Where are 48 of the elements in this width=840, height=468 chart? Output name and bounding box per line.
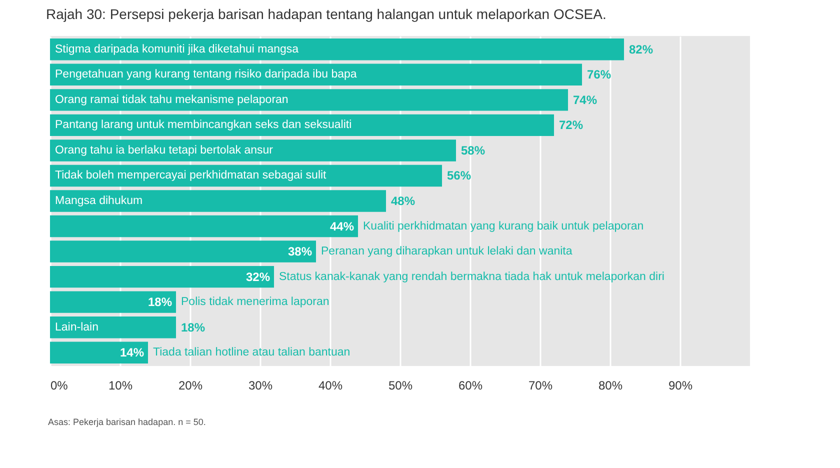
bar bbox=[50, 291, 176, 313]
y-tick-label: Status kanak-kanak yang rendah bermakna tiada hak untuk melaporkan diri bbox=[279, 270, 664, 283]
bar bbox=[50, 140, 456, 162]
x-tick-label: 70% bbox=[528, 378, 553, 392]
data-label: 58% bbox=[461, 143, 486, 158]
data-label: 56% bbox=[447, 168, 472, 183]
x-tick-label: 30% bbox=[248, 378, 273, 392]
x-tick-label: 50% bbox=[388, 378, 413, 392]
x-tick-label: 90% bbox=[668, 378, 693, 392]
x-tick-label: 60% bbox=[458, 378, 483, 392]
bar bbox=[50, 266, 274, 288]
y-tick-label: Lain-lain bbox=[55, 321, 98, 334]
bar bbox=[50, 215, 358, 238]
x-tick-label: 10% bbox=[108, 378, 133, 392]
data-label: 74% bbox=[573, 92, 598, 107]
y-tick-label: Pantang larang untuk membincangkan seks dan seksualiti bbox=[55, 119, 352, 132]
data-label: 38% bbox=[288, 244, 312, 259]
data-label: 44% bbox=[330, 219, 354, 234]
data-label: 18% bbox=[181, 320, 206, 334]
data-label: 18% bbox=[148, 295, 172, 310]
x-tick-label: 80% bbox=[598, 378, 623, 392]
data-label: 14% bbox=[120, 346, 144, 360]
bar bbox=[50, 240, 316, 262]
y-tick-label: Polis tidak menerima laporan bbox=[181, 296, 330, 308]
x-tick-label: 40% bbox=[318, 378, 343, 392]
data-label: 72% bbox=[559, 118, 584, 132]
y-tick-label: Tiada talian hotline atau talian bantuan bbox=[153, 346, 350, 359]
y-tick-label: Tidak boleh mempercayai perkhidmatan sebagai sulit bbox=[55, 170, 328, 182]
data-label: 82% bbox=[629, 42, 654, 56]
bar bbox=[50, 342, 148, 364]
x-tick-label: 20% bbox=[178, 378, 203, 392]
text: Asas: Pekerja barisan hadapan. n = 50. bbox=[48, 417, 206, 427]
bar bbox=[50, 190, 386, 212]
y-tick-label: Orang tahu ia berlaku tetapi bertolak ansur bbox=[55, 144, 274, 156]
y-tick-label: Peranan yang diharapkan untuk lelaki dan wanita bbox=[321, 246, 573, 258]
y-tick-label: Stigma daripada komuniti jika diketahui mangsa bbox=[55, 43, 300, 56]
data-label: 32% bbox=[246, 270, 270, 284]
x-tick-label: 0% bbox=[50, 378, 68, 392]
y-tick-label: Mangsa dihukum bbox=[55, 195, 143, 207]
bar bbox=[50, 38, 624, 60]
data-label: 48% bbox=[391, 194, 416, 208]
bar bbox=[50, 316, 176, 338]
y-tick-label: Orang ramai tidak tahu mekanisme pelaporan bbox=[55, 94, 288, 106]
data-label: 76% bbox=[587, 68, 612, 82]
chart-title: Rajah 30: Persepsi pekerja barisan hadapan tentang halangan untuk melaporkan OCSEA. bbox=[46, 6, 606, 22]
bar bbox=[50, 89, 568, 111]
y-tick-label: Kualiti perkhidmatan yang kurang baik untuk pelaporan bbox=[363, 220, 644, 232]
y-tick-label: Pengetahuan yang kurang tentang risiko daripada ibu bapa bbox=[55, 68, 358, 81]
